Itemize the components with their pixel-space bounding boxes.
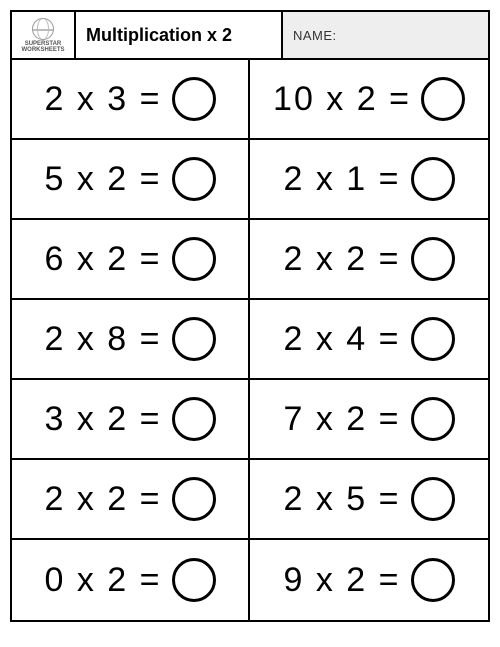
expression: 0 x 2 = [44, 561, 161, 600]
problem-cell: 2 x 2 = [250, 220, 488, 300]
answer-circle[interactable] [172, 237, 216, 281]
answer-circle[interactable] [411, 397, 455, 441]
answer-circle[interactable] [411, 558, 455, 602]
problem-cell: 0 x 2 = [12, 540, 250, 620]
problem-cell: 9 x 2 = [250, 540, 488, 620]
problem-cell: 6 x 2 = [12, 220, 250, 300]
expression: 7 x 2 = [283, 400, 400, 439]
worksheet: SUPERSTAR WORKSHEETS Multiplication x 2 … [10, 10, 490, 622]
problem-cell: 5 x 2 = [12, 140, 250, 220]
expression: 2 x 3 = [44, 80, 161, 119]
name-label: NAME: [293, 28, 337, 43]
problem-cell: 3 x 2 = [12, 380, 250, 460]
problem-cell: 2 x 2 = [12, 460, 250, 540]
problem-cell: 2 x 3 = [12, 60, 250, 140]
answer-circle[interactable] [172, 397, 216, 441]
expression: 2 x 5 = [283, 480, 400, 519]
answer-circle[interactable] [172, 77, 216, 121]
expression: 6 x 2 = [44, 240, 161, 279]
answer-circle[interactable] [172, 157, 216, 201]
problem-cell: 2 x 4 = [250, 300, 488, 380]
problem-cell: 2 x 1 = [250, 140, 488, 220]
worksheet-title: Multiplication x 2 [76, 12, 283, 58]
answer-circle[interactable] [411, 317, 455, 361]
problem-cell: 2 x 8 = [12, 300, 250, 380]
expression: 10 x 2 = [273, 80, 411, 119]
expression: 2 x 4 = [283, 320, 400, 359]
answer-circle[interactable] [411, 477, 455, 521]
brand-text: SUPERSTAR WORKSHEETS [21, 41, 64, 53]
expression: 3 x 2 = [44, 400, 161, 439]
expression: 2 x 2 = [44, 480, 161, 519]
answer-circle[interactable] [411, 157, 455, 201]
problem-grid: 2 x 3 = 10 x 2 = 5 x 2 = 2 x 1 = 6 x 2 = 2 x … [12, 60, 488, 620]
expression: 2 x 8 = [44, 320, 161, 359]
answer-circle[interactable] [172, 477, 216, 521]
problem-cell: 10 x 2 = [250, 60, 488, 140]
answer-circle[interactable] [172, 317, 216, 361]
expression: 2 x 1 = [283, 160, 400, 199]
expression: 5 x 2 = [44, 160, 161, 199]
expression: 9 x 2 = [283, 561, 400, 600]
problem-cell: 2 x 5 = [250, 460, 488, 540]
answer-circle[interactable] [172, 558, 216, 602]
answer-circle[interactable] [421, 77, 465, 121]
header-row: SUPERSTAR WORKSHEETS Multiplication x 2 … [12, 12, 488, 60]
globe-icon [32, 18, 54, 40]
expression: 2 x 2 = [283, 240, 400, 279]
name-field[interactable]: NAME: [283, 12, 488, 58]
problem-cell: 7 x 2 = [250, 380, 488, 460]
brand-line2: WORKSHEETS [21, 47, 64, 53]
brand-logo: SUPERSTAR WORKSHEETS [12, 12, 76, 58]
answer-circle[interactable] [411, 237, 455, 281]
